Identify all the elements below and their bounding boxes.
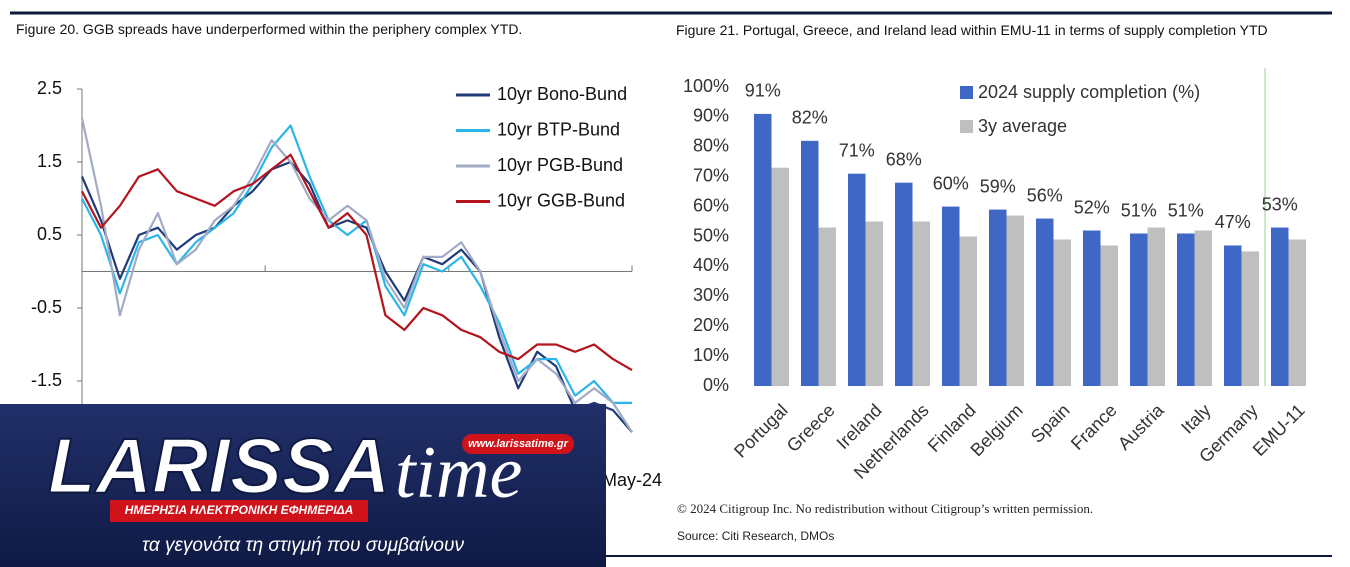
y-tick-label: 70%	[693, 165, 729, 185]
bar	[1194, 230, 1212, 386]
logo-background	[0, 404, 606, 567]
bar	[1177, 233, 1195, 386]
bar	[754, 113, 772, 386]
value-label: 51%	[1168, 200, 1204, 220]
y-tick-label: -1.5	[31, 370, 62, 390]
bar	[1036, 218, 1054, 386]
value-label: 56%	[1027, 185, 1063, 205]
y-tick-label: -0.5	[31, 297, 62, 317]
logo-tagline: ΗΜΕΡΗΣΙΑ ΗΛΕΚΤΡΟΝΙΚΗ ΕΦΗΜΕΡΙΔΑ	[125, 503, 354, 517]
legend-label: 10yr GGB-Bund	[497, 190, 625, 210]
bar	[1241, 251, 1259, 386]
bar	[771, 167, 789, 386]
chart-title: Figure 21. Portugal, Greece, and Ireland…	[676, 22, 1268, 38]
value-label: 52%	[1074, 197, 1110, 217]
bar	[1100, 245, 1118, 386]
series-line	[80, 117, 633, 433]
x-tick-label: Austria	[1114, 399, 1168, 453]
x-tick-label: Greece	[783, 400, 839, 456]
copyright: © 2024 Citigroup Inc. No redistribution …	[677, 501, 1094, 516]
y-tick-label: 0.5	[37, 224, 62, 244]
x-tick-label: Italy	[1177, 400, 1214, 437]
legend-label: 3y average	[978, 116, 1067, 136]
bar	[801, 140, 819, 386]
legend-swatch	[960, 120, 973, 133]
y-tick-label: 10%	[693, 345, 729, 365]
bar	[1130, 233, 1148, 386]
y-tick-label: 20%	[693, 315, 729, 335]
bar	[1271, 227, 1289, 386]
x-tick-label: Belgium	[967, 400, 1027, 460]
value-label: 53%	[1262, 194, 1298, 214]
bar	[895, 182, 913, 386]
x-tick-label: May-24	[602, 470, 662, 490]
legend-label: 10yr PGB-Bund	[497, 155, 623, 175]
legend-label: 10yr BTP-Bund	[497, 119, 620, 139]
bar	[865, 221, 883, 386]
bar	[1147, 227, 1165, 386]
y-tick-label: 90%	[693, 106, 729, 126]
legend-swatch	[960, 86, 973, 99]
y-tick-label: 0%	[703, 375, 729, 395]
x-tick-label: France	[1067, 400, 1121, 454]
y-tick-label: 60%	[693, 195, 729, 215]
bar	[848, 173, 866, 386]
logo-url: www.larissatime.gr	[468, 438, 569, 450]
series-line	[81, 124, 632, 404]
bar	[942, 206, 960, 386]
chart-title: Figure 20. GGB spreads have underperform…	[16, 21, 523, 37]
value-label: 71%	[839, 140, 875, 160]
legend-label: 10yr Bono-Bund	[497, 84, 627, 104]
y-tick-label: 80%	[693, 136, 729, 156]
logo-slogan: τα γεγονότα τη στιγμή που συμβαίνουν	[142, 535, 464, 556]
value-label: 82%	[792, 108, 828, 128]
x-tick-label: Portugal	[730, 400, 792, 462]
bar	[1288, 239, 1306, 386]
bar	[1053, 239, 1071, 386]
tagline-banner	[110, 500, 368, 522]
value-label: 59%	[980, 176, 1016, 196]
value-label: 60%	[933, 173, 969, 193]
series-line	[81, 153, 633, 372]
y-tick-label: 30%	[693, 285, 729, 305]
bar	[912, 221, 930, 386]
logo: LARISSA time www.larissatime.gr ΗΜΕΡΗΣΙΑ…	[0, 404, 606, 567]
y-tick-label: 1.5	[37, 151, 62, 171]
y-tick-label: 100%	[683, 76, 729, 96]
bar	[818, 227, 836, 386]
bar	[959, 236, 977, 386]
value-label: 51%	[1121, 200, 1157, 220]
y-tick-label: 40%	[693, 255, 729, 275]
y-tick-label: 50%	[693, 225, 729, 245]
bar	[1224, 245, 1242, 386]
value-label: 68%	[886, 149, 922, 169]
x-tick-label: EMU-11	[1249, 400, 1309, 460]
url-pill	[462, 434, 574, 454]
bar	[1083, 230, 1101, 386]
bar	[1006, 215, 1024, 386]
source: Source: Citi Research, DMOs	[677, 529, 835, 543]
bar	[989, 209, 1007, 386]
y-tick-label: 2.5	[37, 78, 62, 98]
logo-name: LARISSA	[48, 422, 390, 510]
value-label: 47%	[1215, 212, 1251, 232]
value-label: 91%	[745, 81, 781, 101]
legend-label: 2024 supply completion (%)	[978, 82, 1200, 102]
